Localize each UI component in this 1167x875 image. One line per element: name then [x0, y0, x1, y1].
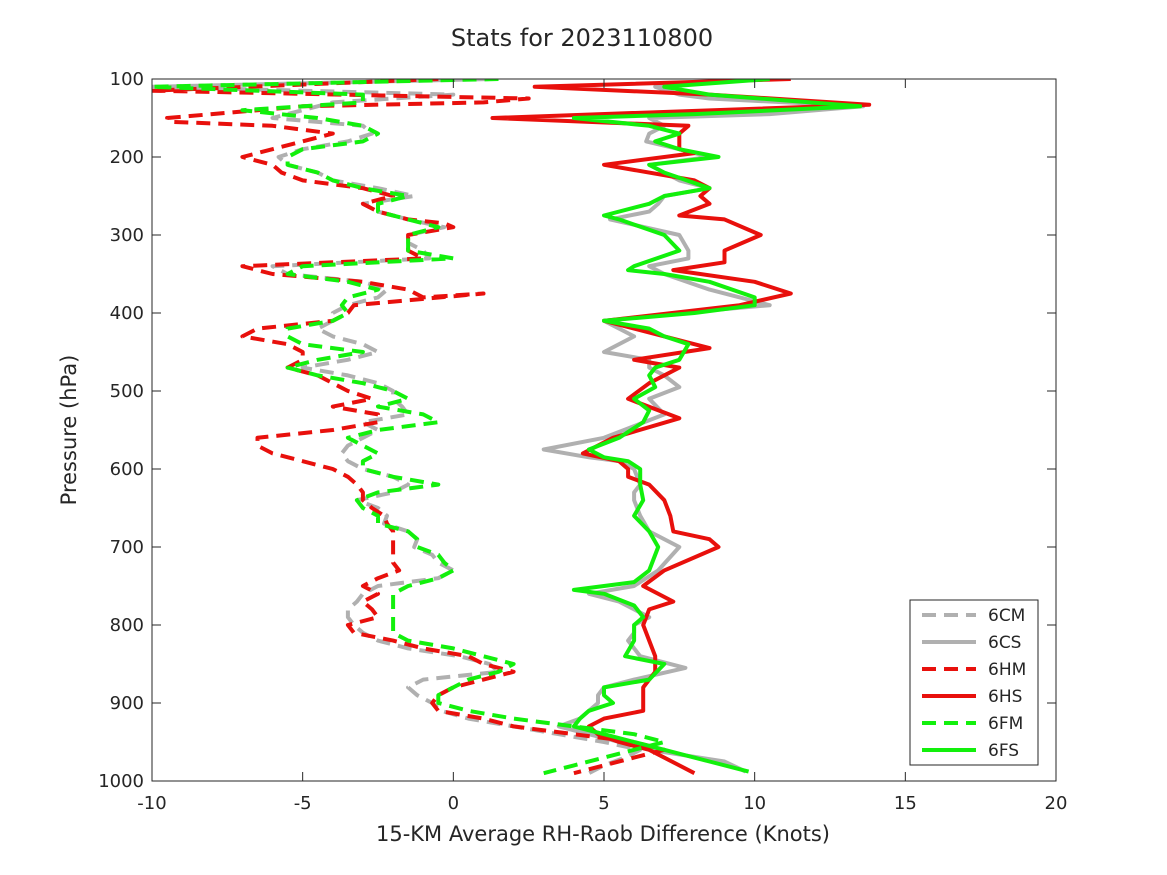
series-line-6hs: [490, 79, 872, 775]
legend-label-6hm: 6HM: [988, 660, 1026, 680]
y-tick-label: 800: [110, 615, 144, 636]
series-line-6fm: [152, 79, 667, 776]
x-axis-label: 15-KM Average RH-Raob Difference (Knots): [376, 822, 830, 846]
y-tick-label: 700: [110, 537, 144, 558]
x-tick-label: 20: [1045, 793, 1068, 814]
y-tick-label: 100: [110, 69, 144, 90]
chart-title: Stats for 2023110800: [451, 24, 713, 52]
legend-label-6cs: 6CS: [988, 633, 1021, 653]
plot-area: [152, 79, 1056, 781]
y-axis-label: Pressure (hPa): [57, 355, 81, 506]
legend: 6CM 6CS 6HM 6HS 6FM 6FS: [909, 599, 1039, 766]
y-tick-label: 600: [110, 459, 144, 480]
legend-label-6hs: 6HS: [988, 687, 1022, 707]
x-tick-label: 0: [448, 793, 459, 814]
legend-label-6cm: 6CM: [988, 606, 1025, 626]
y-tick-label: 300: [110, 225, 144, 246]
legend-box: [909, 599, 1039, 766]
x-tick-label: 15: [894, 793, 917, 814]
series-line-6hm: [152, 79, 667, 776]
x-tick-label: 5: [598, 793, 609, 814]
y-tick-label: 900: [110, 693, 144, 714]
series-line-6fs: [571, 79, 863, 774]
x-tick-label: 10: [743, 793, 766, 814]
y-tick-label: 500: [110, 381, 144, 402]
legend-label-6fm: 6FM: [988, 714, 1023, 734]
y-tick-label: 200: [110, 147, 144, 168]
y-tick-label: 1000: [98, 771, 144, 792]
legend-label-6fs: 6FS: [988, 741, 1019, 761]
x-tick-label: -10: [137, 793, 166, 814]
x-tick-label: -5: [294, 793, 312, 814]
y-tick-label: 400: [110, 303, 144, 324]
